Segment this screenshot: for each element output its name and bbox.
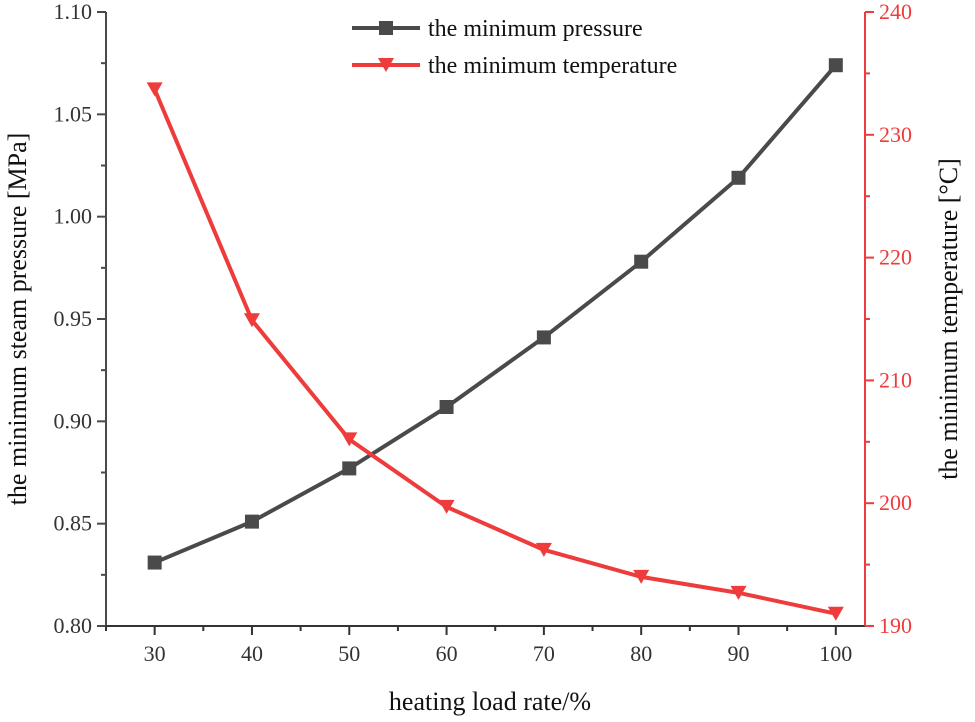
data-point-temperature: [341, 432, 358, 447]
data-point-pressure: [342, 461, 357, 476]
right-axis-ticks: 190 200 210 220 230 240: [865, 0, 912, 638]
data-point-pressure: [244, 514, 259, 529]
data-point-temperature: [633, 569, 650, 584]
data-point-temperature: [827, 606, 844, 621]
left-tick-label: 1.05: [54, 101, 93, 126]
left-tick-label: 0.85: [54, 511, 93, 536]
legend-label-pressure: the minimum pressure: [428, 16, 643, 42]
data-point-temperature: [730, 585, 747, 600]
bottom-tick-label: 30: [144, 641, 166, 666]
series-line-temperature: [152, 88, 837, 616]
data-point-pressure: [147, 555, 162, 570]
data-point-temperature: [146, 82, 163, 97]
bottom-tick-label: 40: [241, 641, 263, 666]
right-tick-label: 210: [879, 367, 912, 392]
right-tick-label: 190: [879, 613, 912, 638]
left-tick-label: 0.95: [54, 306, 93, 331]
left-tick-label: 1.00: [54, 204, 93, 229]
bottom-tick-label: 80: [630, 641, 652, 666]
series-layer: [146, 58, 844, 621]
bottom-axis-ticks: 30 40 50 60 70 80 90 100: [105, 626, 852, 666]
left-tick-label: 1.10: [54, 0, 93, 24]
bottom-tick-label: 100: [819, 641, 852, 666]
legend: the minimum pressure the minimum tempera…: [352, 16, 677, 79]
data-point-pressure: [731, 170, 746, 185]
right-tick-label: 230: [879, 122, 912, 147]
y-axis-title: the minimum steam pressure [MPa]: [3, 133, 32, 506]
data-point-temperature: [438, 499, 455, 514]
bottom-tick-label: 50: [338, 641, 360, 666]
right-tick-label: 220: [879, 245, 912, 270]
data-point-pressure: [828, 58, 843, 73]
data-point-pressure: [536, 330, 551, 345]
legend-label-temperature: the minimum temperature: [428, 53, 677, 79]
right-tick-label: 240: [879, 0, 912, 24]
x-axis-title: heating load rate/%: [389, 687, 591, 716]
data-point-pressure: [439, 400, 454, 415]
right-tick-label: 200: [879, 490, 912, 515]
series-line-pressure: [153, 63, 838, 565]
left-axis-ticks: 0.80 0.85 0.90 0.95 1.00 1.05 1.10: [54, 0, 106, 638]
data-point-pressure: [634, 254, 649, 269]
left-tick-label: 0.90: [54, 408, 93, 433]
data-point-temperature: [243, 313, 260, 328]
left-tick-label: 0.80: [54, 613, 93, 638]
y2-axis-title: the minimum temperature [°C]: [934, 158, 963, 480]
legend-marker-pressure: [379, 21, 393, 35]
data-point-temperature: [535, 542, 552, 557]
bottom-tick-label: 70: [533, 641, 555, 666]
legend-marker-temperature: [378, 58, 394, 72]
bottom-tick-label: 90: [728, 641, 750, 666]
bottom-tick-label: 60: [436, 641, 458, 666]
